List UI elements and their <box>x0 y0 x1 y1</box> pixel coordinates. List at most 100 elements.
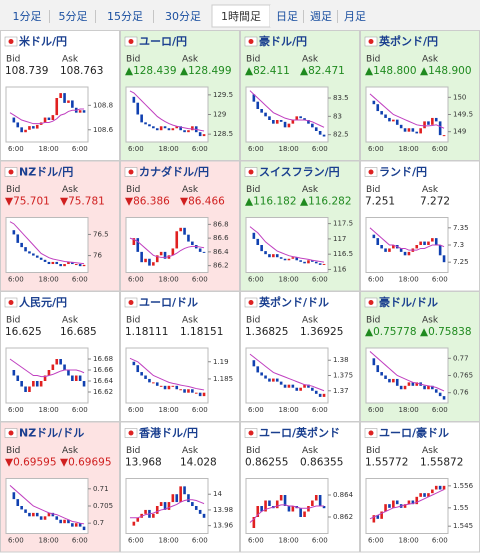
candle <box>24 386 27 392</box>
chart-frame[interactable] <box>125 478 209 534</box>
pair-name[interactable]: 豪ドル/ドル <box>379 295 438 309</box>
chart-frame[interactable] <box>245 478 329 534</box>
chart-frame[interactable] <box>245 86 329 143</box>
chart-frame[interactable] <box>125 347 209 404</box>
bid-price: 13.968 <box>125 457 162 469</box>
tab[interactable] <box>154 5 212 27</box>
flag-icon <box>8 169 14 175</box>
tab[interactable] <box>270 5 304 27</box>
chart-frame[interactable] <box>365 86 449 143</box>
tab[interactable] <box>50 5 96 27</box>
candle <box>59 359 62 365</box>
tab-label[interactable]: 15分足 <box>107 10 143 23</box>
pair-name[interactable]: 香港ドル/円 <box>138 426 198 440</box>
chart-frame[interactable] <box>5 86 89 143</box>
chart-frame[interactable] <box>245 347 329 404</box>
tab-label[interactable]: 30分足 <box>165 10 201 23</box>
candle <box>256 238 260 245</box>
pair-name[interactable]: ユーロ/ドル <box>139 296 198 309</box>
x-tick-label: 6:00 <box>432 537 448 545</box>
pair-name[interactable]: 米ドル/円 <box>18 34 67 48</box>
pair-name[interactable]: 英ポンド/ドル <box>258 295 329 309</box>
ask-price: ▲128.499 <box>180 65 232 77</box>
x-tick-label: 6:00 <box>368 406 384 414</box>
x-tick-label: 6:00 <box>368 145 384 153</box>
chart-frame[interactable] <box>5 217 89 273</box>
ask-label: Ask <box>302 185 319 195</box>
candle <box>152 513 155 518</box>
candle <box>167 128 171 131</box>
candle <box>28 251 31 254</box>
ask-label: Ask <box>182 316 199 326</box>
pair-name[interactable]: ユーロ/英ポンド <box>259 426 340 440</box>
ask-label: Ask <box>422 316 439 326</box>
x-tick-label: 6:00 <box>128 276 144 284</box>
tab-label[interactable]: 日足 <box>276 10 298 23</box>
tab[interactable] <box>338 5 372 27</box>
ask-price: 14.028 <box>180 457 217 469</box>
candle <box>415 131 419 134</box>
x-tick-label: 6:00 <box>8 276 24 284</box>
candle <box>35 512 39 517</box>
chart-frame[interactable] <box>5 478 89 534</box>
candle <box>159 502 163 506</box>
x-tick-label: 18:00 <box>39 145 59 153</box>
candle <box>39 381 43 387</box>
chart-frame[interactable] <box>365 478 449 534</box>
chart-frame[interactable] <box>125 217 209 273</box>
candle <box>198 392 202 397</box>
candle <box>28 386 31 392</box>
candle <box>287 123 291 128</box>
y-tick-label: 0.76 <box>453 389 469 397</box>
candle <box>372 515 376 523</box>
pair-name[interactable]: NZドル/円 <box>19 166 73 179</box>
ask-label: Ask <box>422 446 439 456</box>
chart-frame[interactable] <box>125 86 209 143</box>
moving-average <box>249 226 325 263</box>
candle <box>159 251 163 256</box>
flag-icon <box>8 300 14 305</box>
candle <box>140 251 143 263</box>
candle <box>16 234 20 243</box>
tab-label[interactable]: 5分足 <box>59 10 88 23</box>
ask-label: Ask <box>422 185 439 195</box>
tab-label[interactable]: 月足 <box>344 10 366 23</box>
candle <box>183 389 186 393</box>
pair-name[interactable]: 人民元/円 <box>19 295 67 309</box>
bid-label: Bid <box>6 446 20 456</box>
pair-name[interactable]: ユーロ/豪ドル <box>379 426 449 440</box>
tab-label[interactable]: 週足 <box>310 10 332 23</box>
bid-price: ▲82.411 <box>245 65 290 77</box>
bid-label: Bid <box>126 316 140 326</box>
candle <box>275 378 279 382</box>
candle <box>438 121 442 136</box>
y-tick-label: 76 <box>93 252 102 260</box>
moving-average <box>249 353 325 392</box>
x-tick-label: 18:00 <box>39 406 59 414</box>
tab-label[interactable]: 1時間足 <box>221 10 261 23</box>
candle <box>311 500 314 506</box>
pair-name[interactable]: ランド/円 <box>379 166 427 179</box>
candle <box>43 117 47 123</box>
pair-name[interactable]: NZドル/ドル <box>19 427 84 440</box>
candle <box>136 238 140 252</box>
tab[interactable] <box>96 5 154 27</box>
tab-label[interactable]: 1分足 <box>13 10 42 23</box>
tab[interactable] <box>4 5 50 27</box>
candle <box>78 264 82 267</box>
chart-frame[interactable] <box>245 217 329 273</box>
pair-name[interactable]: 英ポンド/円 <box>378 34 438 48</box>
tab[interactable] <box>304 5 338 27</box>
candle <box>291 384 295 388</box>
candle <box>82 526 86 531</box>
ask-label: Ask <box>62 55 79 65</box>
candle <box>403 128 407 132</box>
chart-frame[interactable] <box>365 347 449 404</box>
chart-frame[interactable] <box>5 347 89 404</box>
pair-name[interactable]: スイスフラン/円 <box>259 166 340 179</box>
pair-name[interactable]: カナダドル/円 <box>139 165 209 179</box>
candle <box>183 130 186 133</box>
pair-name[interactable]: 豪ドル/円 <box>259 34 307 48</box>
pair-name[interactable]: ユーロ/円 <box>139 35 187 48</box>
candle <box>187 389 190 393</box>
